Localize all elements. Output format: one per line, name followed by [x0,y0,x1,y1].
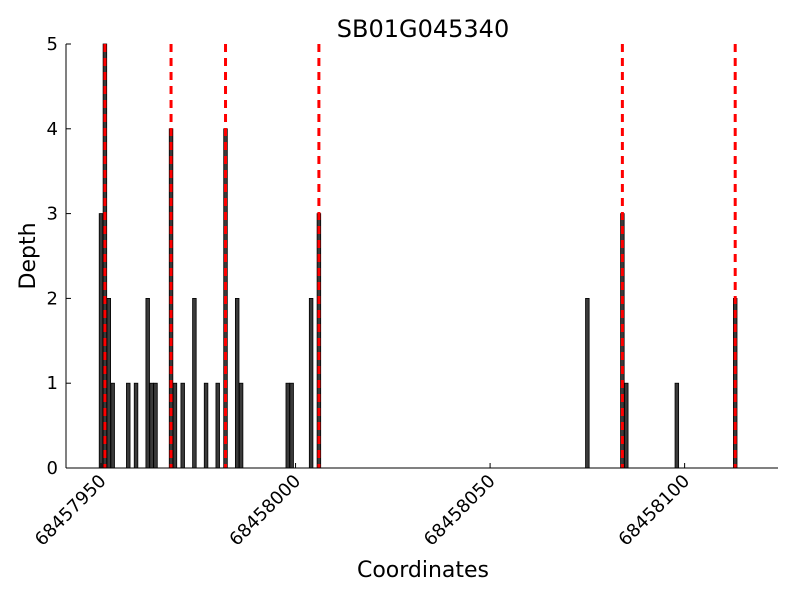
bar [133,382,139,469]
x-tick-label: 68458000 [225,471,305,551]
y-tick-label: 3 [47,204,58,225]
bar [153,382,158,469]
bar [234,297,240,469]
bar [238,382,244,469]
bar [674,382,680,469]
x-tick-label: 68458050 [420,471,500,551]
y-tick-label: 2 [47,288,58,309]
bar [149,382,154,469]
bar [192,297,197,469]
y-axis-label: Depth [16,222,41,289]
bars-layer [98,43,738,469]
bar [285,382,290,469]
bar [106,297,111,469]
x-tick-label: 68458100 [615,471,695,551]
bar [180,382,185,469]
bar [110,382,115,469]
axes-layer: 0 1 2 3 4 5 68457950 68458000 68458050 68458100 [31,34,778,550]
markers-layer [103,44,737,468]
x-axis-label: Coordinates [357,558,489,583]
bar [145,297,150,469]
bar [585,297,590,469]
bar [172,382,178,469]
y-tick-label: 5 [47,34,58,55]
bar [289,382,294,469]
x-tick-label: 68457950 [31,471,111,551]
chart-title: SB01G045340 [337,15,509,43]
bar [126,382,131,469]
y-tick-label: 4 [47,119,58,140]
bar [215,382,220,469]
bar [624,382,629,469]
y-tick-label: 1 [47,373,58,394]
bar [308,297,314,469]
y-tick-label: 0 [47,458,58,479]
bar [98,213,104,469]
bar [203,382,209,469]
